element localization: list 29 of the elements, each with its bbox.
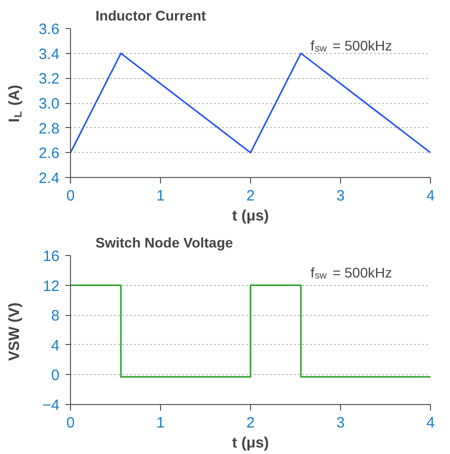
x-tick-label: 0	[66, 188, 75, 204]
x-axis-title: t (μs)	[232, 208, 269, 224]
y-tick-label: 0	[51, 367, 60, 384]
x-tick-label: 3	[336, 414, 345, 432]
y-tick-label: 16	[42, 248, 60, 265]
chart-title: Switch Node Voltage	[96, 234, 234, 250]
y-tick-label: 2.4	[38, 170, 60, 187]
y-tick-label: 2.6	[38, 145, 60, 162]
x-tick-label: 1	[156, 188, 165, 204]
y-tick-label: 3.0	[38, 96, 60, 112]
y-tick-label: 12	[42, 278, 60, 295]
y-tick-label: 2.8	[38, 120, 60, 138]
x-tick-label: 4	[426, 414, 435, 432]
y-tick-label: 4	[51, 337, 60, 354]
x-tick-label: 2	[246, 414, 255, 432]
x-tick-label: 1	[156, 414, 165, 432]
chart-title: Inductor Current	[96, 8, 206, 24]
y-tick-label: 3.4	[38, 46, 60, 63]
y-tick-label: −4	[42, 397, 60, 414]
x-tick-label: 0	[66, 414, 75, 432]
x-tick-label: 4	[426, 188, 435, 204]
y-tick-label: 8	[51, 308, 60, 325]
y-tick-label: 3.6	[38, 21, 60, 38]
y-tick-label: 3.2	[38, 70, 60, 88]
y-axis-title: VSW (V)	[6, 302, 23, 361]
x-tick-label: 3	[336, 188, 345, 204]
x-tick-label: 2	[246, 188, 255, 204]
x-axis-title: t (μs)	[232, 434, 269, 452]
y-axis-title: IL (A)	[6, 84, 24, 122]
